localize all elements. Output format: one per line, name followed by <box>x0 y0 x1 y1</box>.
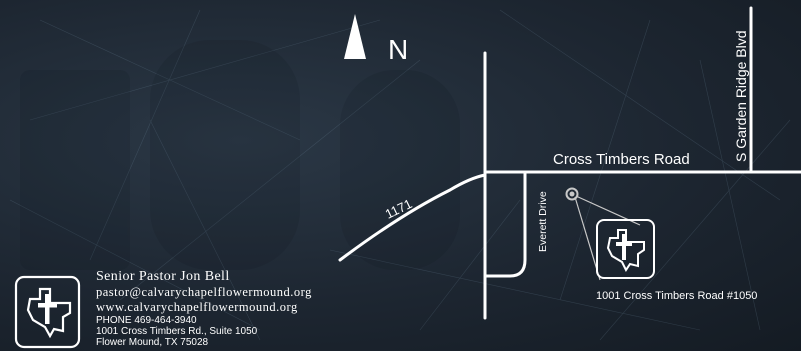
everett-drive-road <box>483 170 527 278</box>
callout-logo-frame <box>596 219 655 279</box>
everett-drive-label: Everett Drive <box>537 191 549 252</box>
pastor-name: Senior Pastor Jon Bell <box>96 269 230 284</box>
cross-timbers-label: Cross Timbers Road <box>553 151 690 168</box>
phone: PHONE 469-464-3940 <box>96 315 197 326</box>
location-marker-icon <box>565 187 579 201</box>
website: www.calvarychapelflowermound.org <box>96 300 298 314</box>
contact-logo-frame <box>14 275 81 349</box>
texas-cross-logo-icon <box>26 287 72 339</box>
fm1171-road <box>338 173 487 262</box>
roads <box>338 6 801 320</box>
address-line-2: Flower Mound, TX 75028 <box>96 337 209 348</box>
address-line-1: 1001 Cross Timbers Rd., Suite 1050 <box>96 326 258 337</box>
garden-ridge-label: S Garden Ridge Blvd <box>733 30 749 162</box>
location-address-label: 1001 Cross Timbers Road #1050 <box>596 290 758 302</box>
texas-cross-logo-icon <box>606 229 645 272</box>
background-texture <box>9 9 791 341</box>
north-arrow-icon <box>344 14 366 59</box>
contact-info: Senior Pastor Jon Bell pastor@calvarycha… <box>96 268 312 348</box>
pastor-email: pastor@calvarychapelflowermound.org <box>96 285 312 299</box>
marker-callout-lines <box>574 195 641 281</box>
watermark-shape <box>20 40 460 270</box>
north-label: N <box>388 34 408 65</box>
